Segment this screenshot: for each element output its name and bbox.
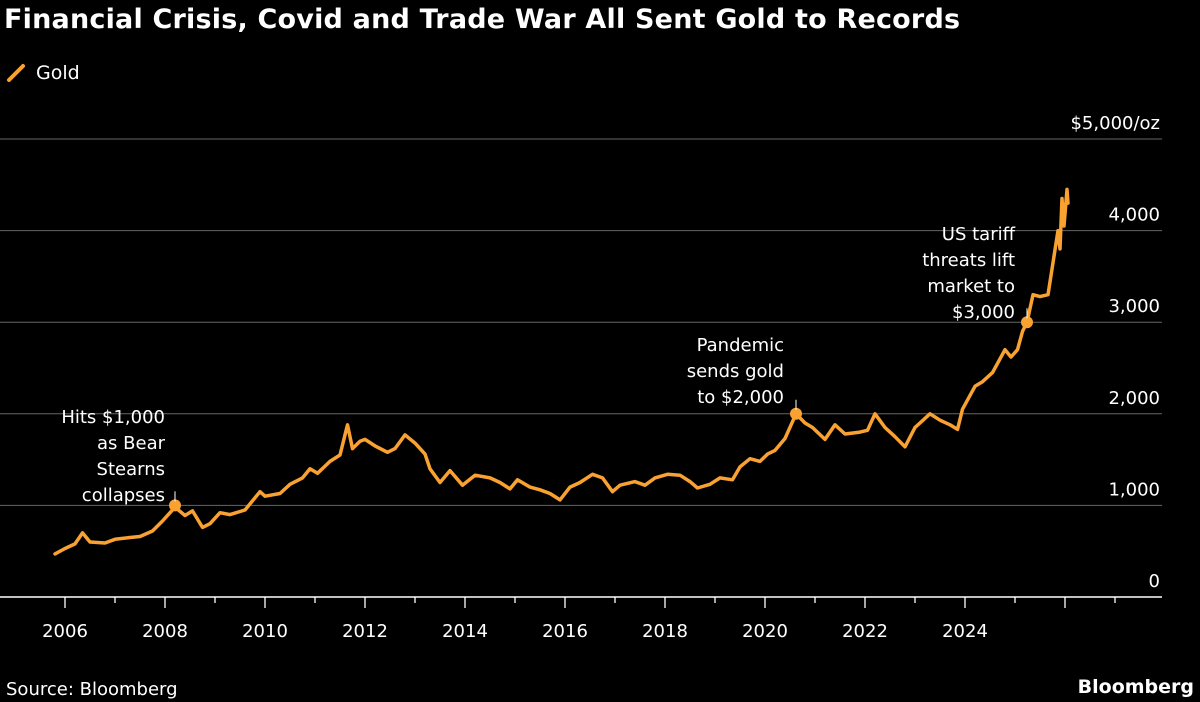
x-tick-label: 2024 <box>942 621 988 642</box>
y-tick-label: 4,000 <box>1108 205 1160 226</box>
x-tick-label: 2006 <box>42 621 88 642</box>
brand-logo: Bloomberg <box>1077 676 1194 698</box>
x-tick-label: 2020 <box>742 621 788 642</box>
y-tick-label: 1,000 <box>1108 479 1160 500</box>
annotation-text: US tariff <box>942 224 1016 245</box>
x-tick-label: 2014 <box>442 621 488 642</box>
legend: Gold <box>6 62 80 84</box>
source-note: Source: Bloomberg <box>6 679 178 700</box>
gold-price-line <box>53 187 1070 556</box>
slash-line-icon <box>7 64 25 82</box>
annotation-text: Pandemic <box>697 335 784 356</box>
annotation-text: market to <box>927 276 1015 297</box>
annotation-text: Hits $1,000 <box>61 407 165 428</box>
x-tick-label: 2008 <box>142 621 188 642</box>
annotation-text: Stearns <box>97 459 165 480</box>
annotation-text: sends gold <box>687 361 784 382</box>
y-tick-label: 0 <box>1149 571 1160 592</box>
annotation-text: $3,000 <box>952 302 1015 323</box>
chart-title: Financial Crisis, Covid and Trade War Al… <box>4 4 961 35</box>
x-tick-label: 2018 <box>642 621 688 642</box>
annotation-text: as Bear <box>97 433 166 454</box>
annotation-marker <box>790 407 802 420</box>
annotation-text: threats lift <box>922 250 1015 271</box>
x-tick-label: 2012 <box>342 621 388 642</box>
annotation-marker <box>169 499 181 512</box>
y-tick-label: 3,000 <box>1108 296 1160 317</box>
annotation-marker <box>1021 316 1033 329</box>
y-tick-label: 2,000 <box>1108 388 1160 409</box>
x-tick-label: 2022 <box>842 621 888 642</box>
annotation-text: collapses <box>82 485 165 506</box>
legend-label: Gold <box>36 62 80 84</box>
annotation-text: to $2,000 <box>697 387 784 408</box>
x-tick-label: 2010 <box>242 621 288 642</box>
x-tick-label: 2016 <box>542 621 588 642</box>
y-tick-label: $5,000/oz <box>1070 113 1160 134</box>
